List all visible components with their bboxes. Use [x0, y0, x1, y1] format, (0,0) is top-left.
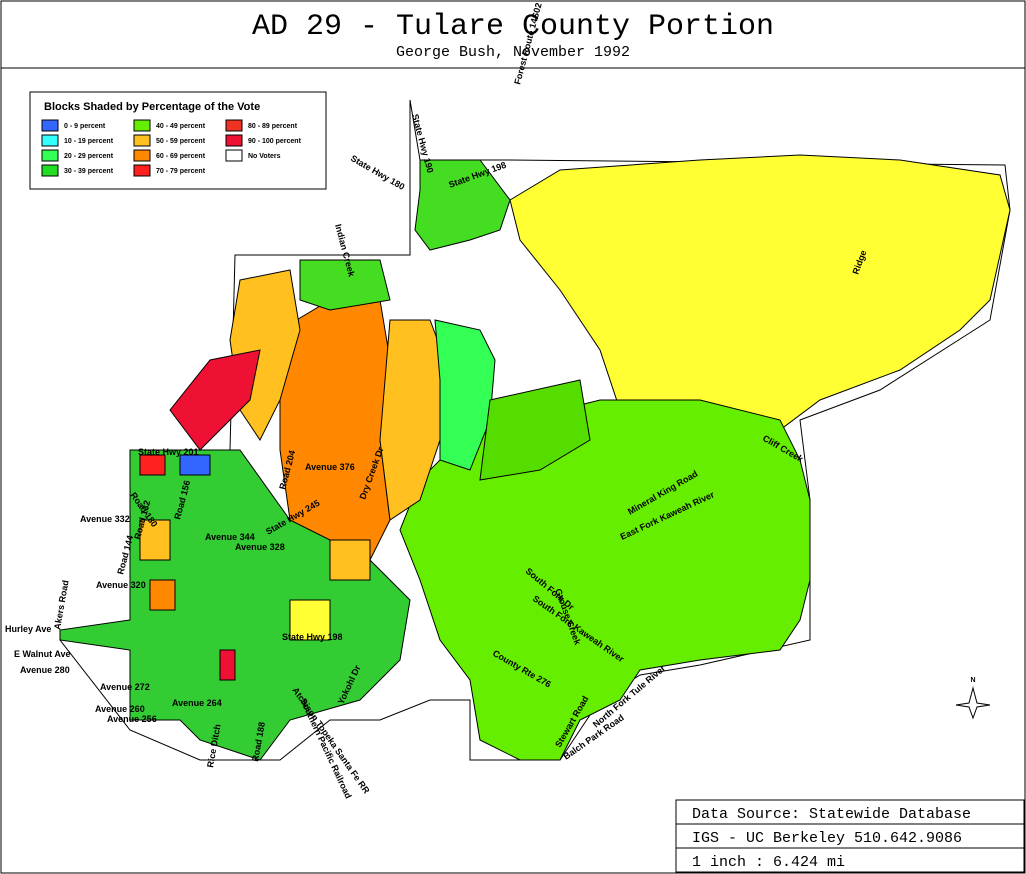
- legend-label: 10 - 19 percent: [64, 138, 114, 145]
- block: [179, 454, 211, 476]
- subtitle: George Bush, November 1992: [396, 44, 630, 61]
- map-label: Avenue 256: [107, 714, 157, 724]
- legend-label: 80 - 89 percent: [248, 123, 298, 130]
- legend-swatch: [133, 134, 151, 147]
- legend-label: 60 - 69 percent: [156, 153, 206, 160]
- legend-label: 30 - 39 percent: [64, 168, 114, 175]
- legend-swatch: [41, 149, 59, 162]
- region-40-49: [414, 159, 511, 251]
- map-label: Avenue 264: [172, 698, 222, 708]
- map-label: Avenue 260: [95, 704, 145, 714]
- map-regions: [59, 99, 1011, 761]
- map-label: Avenue 344: [205, 532, 255, 542]
- legend-swatch: [41, 164, 59, 177]
- legend-swatch: [41, 134, 59, 147]
- legend-label: 70 - 79 percent: [156, 168, 206, 175]
- map-label: State Hwy 201: [138, 447, 199, 457]
- legend-swatch: [225, 149, 243, 162]
- title: AD 29 - Tulare County Portion: [252, 10, 774, 44]
- region-50-59: [509, 154, 1011, 471]
- map-label: State Hwy 198: [282, 632, 343, 642]
- block: [149, 579, 176, 611]
- map-label: Avenue 376: [305, 462, 355, 472]
- block: [139, 519, 171, 561]
- legend-swatch: [225, 134, 243, 147]
- compass: [955, 686, 991, 720]
- legend-swatch: [41, 119, 59, 132]
- source-line: IGS - UC Berkeley 510.642.9086: [692, 830, 962, 847]
- map-label: E Walnut Ave: [14, 649, 71, 659]
- region-50-59: [379, 319, 446, 521]
- legend: Blocks Shaded by Percentage of the Vote …: [29, 91, 327, 190]
- legend-swatch: [133, 119, 151, 132]
- block: [329, 539, 371, 581]
- map-label: Avenue 272: [100, 682, 150, 692]
- legend-title: Blocks Shaded by Percentage of the Vote: [44, 101, 260, 113]
- map-label: Avenue 328: [235, 542, 285, 552]
- legend-label: No Voters: [248, 153, 281, 160]
- source-line: 1 inch : 6.424 mi: [692, 854, 845, 871]
- source-box: Data Source: Statewide Database IGS - UC…: [675, 799, 1025, 873]
- source-line: Data Source: Statewide Database: [692, 806, 971, 823]
- north-arrow: N: [955, 677, 991, 720]
- map-label: Avenue 320: [96, 580, 146, 590]
- legend-label: 0 - 9 percent: [64, 123, 106, 130]
- map-label: Avenue 280: [20, 665, 70, 675]
- region-40-49: [299, 259, 391, 311]
- legend-label: 20 - 29 percent: [64, 153, 114, 160]
- map-label: Hurley Ave: [5, 624, 51, 634]
- region-40-49: [399, 399, 811, 761]
- legend-box: [29, 91, 327, 190]
- block: [139, 454, 166, 476]
- legend-label: 90 - 100 percent: [248, 138, 302, 145]
- legend-label: 50 - 59 percent: [156, 138, 206, 145]
- source-frame: [675, 799, 1025, 873]
- block: [289, 599, 331, 641]
- legend-swatch: [225, 119, 243, 132]
- legend-label: 40 - 49 percent: [156, 123, 206, 130]
- block: [219, 649, 236, 681]
- region-20-29: [434, 319, 496, 471]
- map-label: Avenue 332: [80, 514, 130, 524]
- legend-swatch: [133, 149, 151, 162]
- region-40-49: [479, 379, 591, 481]
- north-label: N: [970, 677, 975, 684]
- legend-swatch: [133, 164, 151, 177]
